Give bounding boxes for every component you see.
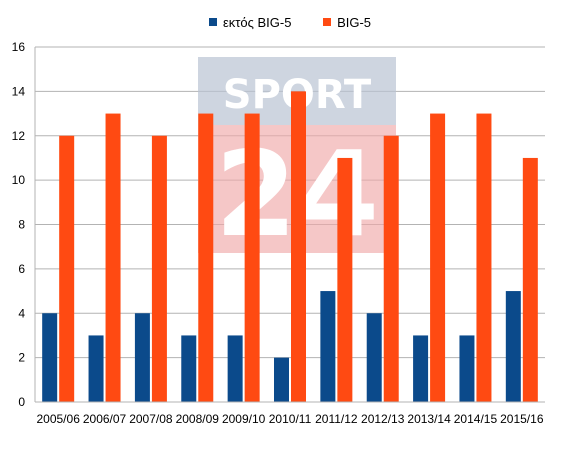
- bar-big5: [337, 157, 353, 402]
- legend-item-series-2: BIG-5: [323, 15, 371, 30]
- bar-big5: [151, 135, 167, 402]
- legend-swatch-series-1: [208, 18, 217, 26]
- x-tick-label: 2006/07: [83, 412, 127, 426]
- x-tick-label: 2014/15: [454, 412, 498, 426]
- x-tick-label: 2005/06: [36, 412, 80, 426]
- bar-big5: [105, 113, 121, 402]
- legend-label-series-2: BIG-5: [337, 14, 372, 30]
- bar-outside-big5: [88, 335, 104, 402]
- bar-big5: [522, 157, 538, 402]
- x-tick-label: 2015/16: [500, 412, 544, 426]
- bars: [42, 91, 538, 402]
- axes: 0 2 4 6 8 10 12 14 16 2005/06 2006/07 2007/08 2008/0…: [12, 40, 545, 426]
- bar-big5: [244, 113, 260, 402]
- bar-outside-big5: [459, 335, 475, 402]
- y-tick-label: 10: [12, 173, 26, 187]
- y-tick-label: 14: [12, 84, 26, 98]
- x-tick-label: 2012/13: [361, 412, 405, 426]
- y-tick-label: 16: [12, 40, 26, 54]
- bar-big5: [291, 91, 306, 402]
- x-tick-label: 2009/10: [222, 412, 266, 426]
- bar-outside-big5: [42, 313, 58, 402]
- y-tick-label: 4: [18, 306, 25, 320]
- bar-big5: [476, 113, 492, 402]
- bar-outside-big5: [274, 357, 289, 402]
- bar-big5: [383, 135, 399, 402]
- x-tick-label: 2007/08: [129, 412, 173, 426]
- y-tick-label: 2: [18, 351, 25, 365]
- legend-swatch-series-2: [323, 18, 332, 26]
- bar-outside-big5: [413, 335, 429, 402]
- bar-big5: [198, 113, 214, 402]
- x-tick-label: 2008/09: [176, 412, 220, 426]
- bar-big5: [59, 135, 75, 402]
- bar-outside-big5: [366, 313, 382, 402]
- legend: εκτός BIG-5 BIG-5: [0, 14, 580, 30]
- bar-outside-big5: [505, 291, 521, 402]
- bar-outside-big5: [181, 335, 197, 402]
- y-tick-label: 0: [18, 395, 25, 409]
- bar-outside-big5: [227, 335, 243, 402]
- y-tick-label: 6: [18, 262, 25, 276]
- bar-outside-big5: [134, 313, 150, 402]
- x-tick-label: 2013/14: [407, 412, 451, 426]
- x-tick-label: 2011/12: [315, 412, 358, 426]
- bar-outside-big5: [320, 291, 336, 402]
- legend-label-series-1: εκτός BIG-5: [222, 14, 292, 30]
- y-tick-label: 8: [18, 218, 25, 232]
- x-tick-label: 2010/11: [269, 412, 312, 426]
- bar-big5: [430, 113, 446, 402]
- y-tick-label: 12: [12, 129, 26, 143]
- legend-item-series-1: εκτός BIG-5: [208, 14, 292, 30]
